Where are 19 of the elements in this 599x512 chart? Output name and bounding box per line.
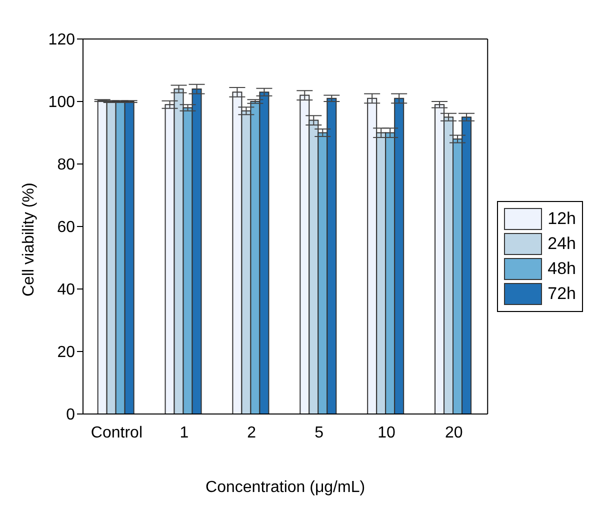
- x-tick-label: 1: [180, 424, 189, 442]
- y-axis-title: Cell viability (%): [20, 182, 38, 296]
- y-tick-label: 120: [48, 32, 76, 49]
- legend-label: 48h: [548, 258, 576, 278]
- y-tick-label: 40: [57, 282, 76, 299]
- x-tick-label: 10: [378, 424, 396, 442]
- legend-label: 72h: [548, 284, 576, 304]
- x-axis-title: Concentration (μg/mL): [206, 479, 366, 496]
- y-tick-label: 80: [57, 156, 76, 174]
- y-tick-label: 0: [66, 406, 76, 424]
- legend-label: 12h: [548, 208, 576, 228]
- y-tick-label: 20: [57, 344, 76, 362]
- y-tick-label: 60: [57, 219, 76, 236]
- x-tick-label: 20: [445, 424, 463, 442]
- legend-label: 24h: [548, 234, 576, 254]
- x-tick-label: 2: [247, 424, 256, 442]
- x-tick-label: Control: [90, 424, 143, 442]
- x-tick-label: 5: [314, 424, 324, 442]
- y-tick-label: 100: [48, 94, 76, 112]
